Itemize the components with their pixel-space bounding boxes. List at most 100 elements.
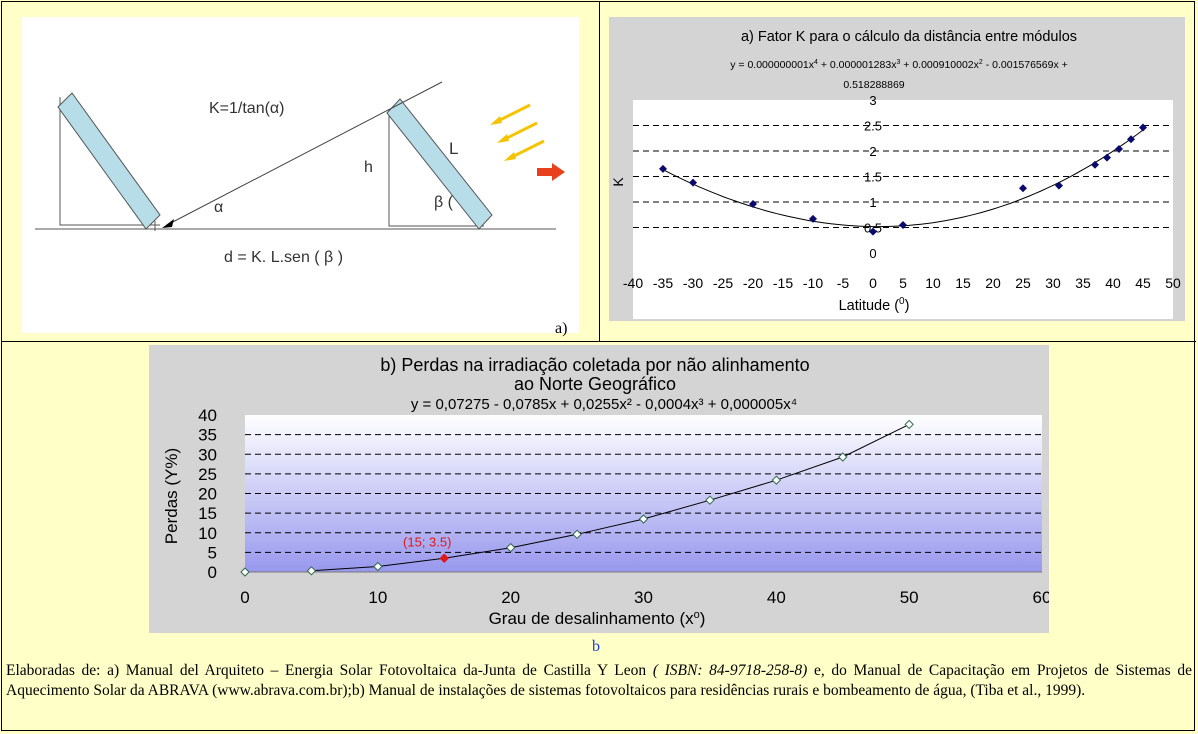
alpha-label: α (214, 199, 223, 216)
chart-a-point (1019, 184, 1027, 193)
chart-a-x-tick: -35 (653, 275, 673, 291)
subfigure-label-b: b (592, 638, 600, 655)
right-solar-panel (386, 98, 493, 230)
chart-b-plot-area (245, 415, 1042, 572)
ray-arrowhead (162, 219, 174, 228)
chart-a-x-tick: 45 (1135, 275, 1151, 291)
chart-b-x-tick: 30 (634, 588, 653, 607)
chart-b-y-tick: 10 (198, 524, 217, 543)
chart-a-y-tick: 0 (869, 246, 876, 261)
subfigure-label-a: a) (555, 320, 568, 337)
chart-b-equation: y = 0,07275 - 0,0785x + 0,0255x² - 0,000… (411, 396, 797, 413)
divider-vertical (599, 1, 600, 341)
chart-a-x-tick: 10 (925, 275, 941, 291)
chart-a-x-tick: 35 (1075, 275, 1091, 291)
chart-a-x-tick: 15 (955, 275, 971, 291)
chart-a-point (1055, 181, 1063, 190)
chart-a-equation-1: y = 0.000000001x4 + 0.000001283x3 + 0.00… (730, 59, 1068, 71)
chart-b-point (572, 529, 582, 540)
chart-b-point (771, 475, 782, 485)
chart-a-point (1139, 123, 1147, 132)
chart-a-y-tick: 3 (869, 93, 876, 108)
chart-b-y-tick: 15 (198, 504, 217, 523)
chart-b-ylabel: Perdas (Y%) (162, 448, 181, 544)
chart-b-y-tick: 20 (198, 485, 217, 504)
chart-b-y-tick: 5 (208, 543, 217, 562)
h-label: h (364, 159, 373, 176)
caption-part-1: Elaboradas de: a) Manual del Arquiteto –… (6, 662, 653, 679)
chart-b-y-tick: 30 (198, 445, 217, 464)
chart-a-x-tick: -30 (683, 275, 703, 291)
chart-a-panel: a) Fator K para o cálculo da distância e… (609, 17, 1185, 321)
k-formula: K=1/tan(α) (209, 100, 285, 117)
chart-b-y-tick: 40 (198, 406, 217, 425)
chart-a-x-tick: 40 (1105, 275, 1121, 291)
chart-b-y-tick: 0 (208, 563, 217, 582)
chart-b-x-tick: 0 (240, 588, 249, 607)
module-spacing-diagram: K=1/tan(α) h L α β ( d = K. L.sen ( β ) (22, 17, 579, 333)
chart-a-y-tick: 1 (869, 195, 876, 210)
chart-a-ylabel: K (610, 177, 626, 187)
d-formula: d = K. L.sen ( β ) (224, 249, 343, 266)
chart-a-x-tick: 30 (1045, 275, 1061, 291)
chart-a-x-tick: 50 (1165, 275, 1181, 291)
chart-a-x-tick: 5 (899, 275, 907, 291)
chart-a-x-tick: -5 (837, 275, 850, 291)
chart-a-point (1103, 153, 1111, 162)
chart-b-curve (311, 423, 910, 572)
chart-b-point (904, 419, 914, 430)
chart-b-y-tick: 35 (198, 426, 217, 445)
chart-a-x-tick: 0 (869, 275, 877, 291)
chart-a-point (1127, 135, 1135, 144)
left-support (59, 97, 160, 226)
chart-a-plot-area (633, 100, 1173, 319)
chart-a-point (1115, 144, 1123, 153)
chart-b-point (373, 561, 383, 572)
sun-ray-line (166, 81, 443, 226)
diagram-svg: K=1/tan(α) h L α β ( d = K. L.sen ( β ) (35, 81, 565, 266)
chart-a: a) Fator K para o cálculo da distância e… (610, 29, 1181, 319)
chart-b-xlabel: Grau de desalinhamento (xo) (489, 609, 706, 628)
chart-b-title-2: ao Norte Geográfico (514, 374, 676, 394)
chart-a-x-tick: -15 (773, 275, 793, 291)
chart-a-equation-2: 0.518288869 (843, 79, 904, 91)
chart-b: b) Perdas na irradiação coletada por não… (162, 355, 1051, 628)
chart-b-title-1: b) Perdas na irradiação coletada por não… (380, 355, 809, 375)
direction-arrow (537, 163, 565, 181)
divider-horizontal (1, 341, 1196, 342)
l-label: L (449, 139, 458, 158)
chart-a-point (809, 214, 817, 223)
chart-b-x-tick: 40 (767, 588, 786, 607)
chart-b-x-tick: 50 (900, 588, 919, 607)
chart-b-point (638, 514, 649, 524)
caption-isbn: ( ISBN: 84-9718-258-8) (652, 662, 808, 679)
chart-a-point (689, 178, 697, 187)
chart-a-x-tick: -25 (713, 275, 733, 291)
chart-b-point (505, 542, 516, 553)
chart-a-x-tick: -40 (623, 275, 643, 291)
sun-arrowhead-3 (504, 152, 516, 161)
right-support (388, 109, 484, 227)
caption-part-2: e, do Manual de Capacitação em Projetos … (6, 662, 1192, 699)
chart-b-x-tick: 10 (368, 588, 387, 607)
chart-b-highlight-label: (15; 3.5) (403, 534, 451, 549)
chart-b-point (240, 567, 250, 577)
chart-a-title: a) Fator K para o cálculo da distância e… (741, 29, 1077, 45)
chart-a-y-tick: 2 (869, 144, 876, 159)
chart-b-point (838, 452, 848, 462)
chart-a-x-tick: 25 (1015, 275, 1031, 291)
chart-a-point (869, 227, 877, 236)
figure-caption: Elaboradas de: a) Manual del Arquiteto –… (6, 661, 1192, 701)
chart-b-y-tick: 25 (198, 465, 217, 484)
chart-a-x-tick: 20 (985, 275, 1001, 291)
beta-label: β ( (434, 194, 454, 211)
chart-b-point (705, 495, 715, 505)
chart-a-point (659, 164, 667, 173)
sun-arrowhead-2 (497, 134, 509, 143)
chart-a-y-tick: 1.5 (864, 170, 882, 185)
chart-b-panel: b) Perdas na irradiação coletada por não… (149, 345, 1051, 633)
chart-a-xlabel: Latitude (0) (839, 296, 910, 314)
chart-a-y-tick: 2.5 (864, 119, 882, 134)
sun-arrowhead-1 (490, 116, 502, 125)
